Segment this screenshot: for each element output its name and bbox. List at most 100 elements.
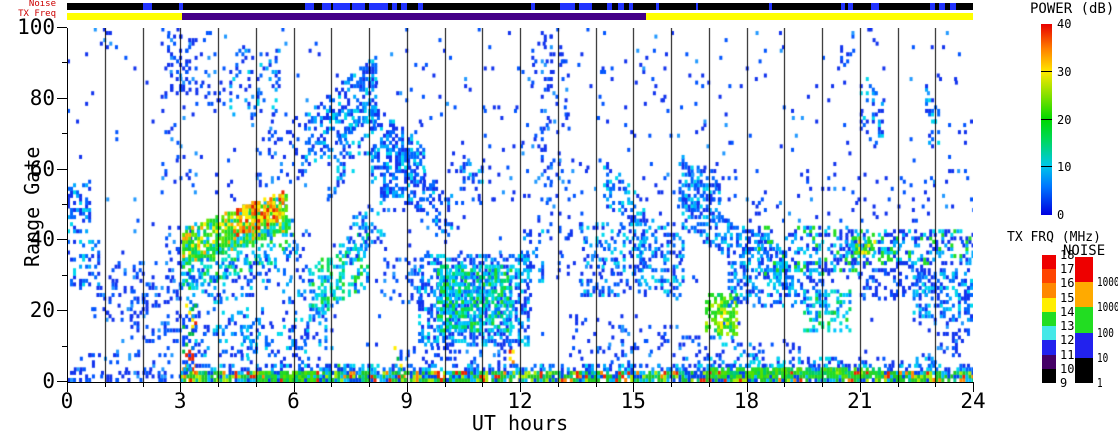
txfreq-strip bbox=[67, 13, 973, 20]
noise-strip-mark bbox=[321, 3, 332, 10]
x-axis-title: UT hours bbox=[471, 411, 569, 435]
x-tick-label: 21 bbox=[847, 389, 873, 413]
noise-colorbar-segment bbox=[1075, 282, 1093, 308]
noise-strip-mark bbox=[401, 3, 407, 10]
x-major-tick bbox=[859, 382, 861, 392]
txfrq-colorbar-segment bbox=[1042, 269, 1056, 284]
x-tick-label: 12 bbox=[507, 389, 533, 413]
x-minor-tick bbox=[444, 382, 446, 387]
x-minor-tick bbox=[218, 382, 219, 387]
noise-tick-label: 10 bbox=[1097, 350, 1109, 365]
power-tick-label: 0 bbox=[1057, 208, 1065, 222]
y-major-tick bbox=[57, 168, 67, 170]
x-tick-label: 9 bbox=[400, 389, 414, 413]
noise-strip-mark bbox=[840, 3, 846, 10]
power-tick-label: 20 bbox=[1057, 112, 1072, 127]
txfreq-strip-segment bbox=[646, 13, 973, 20]
x-major-tick bbox=[520, 382, 521, 392]
txfrq-legend-title: TX FRQ (MHz) bbox=[1007, 230, 1101, 245]
noise-colorbar-segment bbox=[1075, 332, 1093, 358]
noise-strip-mark bbox=[695, 3, 699, 10]
noise-strip-mark bbox=[333, 3, 351, 10]
power-tick-label: 30 bbox=[1057, 64, 1072, 79]
x-tick-label: 18 bbox=[733, 389, 760, 413]
noise-colorbar bbox=[1075, 257, 1093, 383]
noise-strip-mark bbox=[179, 3, 183, 10]
y-minor-tick bbox=[62, 62, 67, 64]
power-colorbar-divider bbox=[1041, 166, 1052, 168]
x-minor-tick bbox=[255, 382, 257, 387]
x-tick-label: 6 bbox=[287, 389, 300, 413]
x-tick-label: 3 bbox=[173, 389, 187, 413]
x-major-tick bbox=[180, 382, 182, 392]
y-axis-line bbox=[67, 28, 68, 383]
y-major-tick bbox=[57, 310, 67, 312]
txfrq-colorbar-segment bbox=[1042, 340, 1056, 355]
txfrq-tick-label: 14 bbox=[1060, 304, 1075, 319]
noise-strip-mark bbox=[559, 3, 575, 10]
x-minor-tick bbox=[708, 382, 710, 387]
x-minor-tick bbox=[331, 382, 333, 387]
x-tick-label: 0 bbox=[60, 389, 74, 413]
power-tick-label: 40 bbox=[1057, 17, 1072, 31]
x-major-tick bbox=[746, 382, 748, 392]
txfrq-tick-label: 10 bbox=[1060, 361, 1075, 376]
noise-tick-label: 1000 bbox=[1097, 300, 1118, 315]
txfrq-tick-label: 9 bbox=[1060, 376, 1068, 390]
noise-strip-mark bbox=[352, 3, 366, 10]
txfrq-tick-label: 17 bbox=[1060, 262, 1075, 277]
noise-strip-mark bbox=[369, 3, 388, 10]
noise-tick-label: 10000 bbox=[1097, 275, 1118, 290]
txfrq-colorbar-segment bbox=[1042, 297, 1056, 312]
txfrq-colorbar-segment bbox=[1042, 283, 1056, 298]
y-tick-label: 80 bbox=[29, 85, 55, 110]
txfrq-tick-label: 13 bbox=[1060, 319, 1075, 334]
y-tick-label: 60 bbox=[29, 156, 55, 181]
y-tick-label: 40 bbox=[29, 227, 55, 252]
y-major-tick bbox=[57, 381, 67, 382]
noise-colorbar-segment bbox=[1075, 307, 1093, 333]
txfrq-colorbar-segment bbox=[1042, 255, 1056, 270]
noise-strip-mark bbox=[655, 3, 659, 10]
x-minor-tick bbox=[822, 382, 823, 387]
x-minor-tick bbox=[557, 382, 559, 387]
x-minor-tick bbox=[482, 382, 484, 387]
noise-strip-mark bbox=[606, 3, 613, 10]
txfrq-colorbar-segment bbox=[1042, 354, 1056, 369]
y-tick-label: 0 bbox=[42, 369, 55, 393]
y-tick-label: 100 bbox=[17, 15, 55, 39]
txfrq-colorbar-segment bbox=[1042, 311, 1056, 327]
backscatter-canvas bbox=[67, 28, 973, 382]
txfrq-tick-label: 18 bbox=[1060, 248, 1075, 262]
y-minor-tick bbox=[62, 345, 67, 347]
noise-strip-mark bbox=[391, 3, 398, 10]
noise-colorbar-segment bbox=[1075, 357, 1093, 383]
txfrq-colorbar-segment bbox=[1042, 326, 1056, 341]
x-minor-tick bbox=[784, 382, 786, 387]
x-minor-tick bbox=[369, 382, 370, 387]
x-major-tick bbox=[67, 382, 68, 392]
txfrq-tick-label: 15 bbox=[1060, 290, 1075, 305]
noise-tick-label: 1 bbox=[1097, 376, 1103, 390]
noise-strip-mark bbox=[871, 3, 879, 10]
txfreq-strip-segment bbox=[67, 13, 183, 20]
x-minor-tick bbox=[595, 382, 597, 387]
y-major-tick bbox=[57, 97, 67, 99]
txfrq-tick-label: 16 bbox=[1060, 276, 1075, 291]
x-tick-label: 15 bbox=[620, 389, 646, 413]
noise-strip-label: Noise bbox=[28, 0, 56, 9]
y-major-tick bbox=[57, 27, 67, 28]
txfrq-colorbar bbox=[1042, 255, 1056, 383]
x-major-tick bbox=[293, 382, 295, 392]
x-minor-tick bbox=[935, 382, 937, 387]
power-colorbar-divider bbox=[1041, 118, 1052, 120]
noise-strip-mark bbox=[929, 3, 936, 10]
noise-strip-mark bbox=[531, 3, 536, 10]
x-major-tick bbox=[973, 382, 974, 392]
power-colorbar-divider bbox=[1041, 70, 1052, 72]
noise-strip-mark bbox=[769, 3, 773, 10]
power-colorbar bbox=[1041, 24, 1052, 215]
noise-activity-strip bbox=[67, 3, 973, 10]
noise-strip-mark bbox=[578, 3, 592, 10]
x-minor-tick bbox=[897, 382, 899, 387]
